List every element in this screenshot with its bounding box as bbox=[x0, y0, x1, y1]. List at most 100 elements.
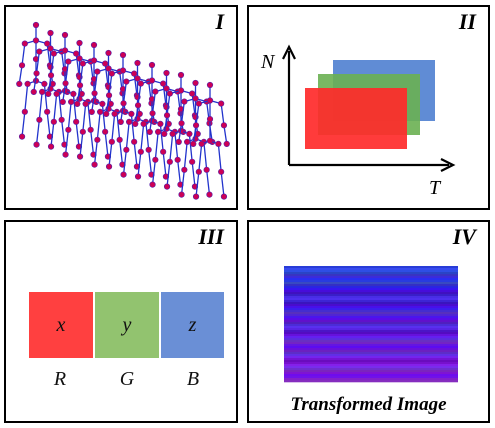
skeleton-joint bbox=[24, 80, 31, 87]
image-stripe bbox=[284, 316, 458, 319]
skeleton-joint bbox=[117, 118, 124, 125]
skeleton-bone bbox=[145, 121, 150, 150]
skeleton-bone bbox=[104, 63, 109, 86]
skeleton-joint bbox=[146, 128, 153, 135]
x-axis-label: T bbox=[429, 177, 441, 199]
channel-symbol-x: x bbox=[56, 313, 66, 336]
skeleton-joint bbox=[149, 110, 156, 117]
x-axis-arrow bbox=[440, 158, 456, 172]
image-stripe bbox=[284, 326, 458, 329]
channel-box-y: y bbox=[95, 292, 159, 358]
skeleton-bone bbox=[133, 73, 138, 96]
image-stripe bbox=[284, 354, 458, 357]
skeleton-joint bbox=[152, 88, 159, 95]
skeleton-joint bbox=[203, 166, 210, 173]
skeleton-joint bbox=[61, 31, 69, 39]
skeleton-bone bbox=[178, 123, 183, 142]
skeleton-joint bbox=[155, 128, 162, 135]
skeleton-bone bbox=[177, 159, 182, 185]
skeleton-bone bbox=[72, 93, 77, 122]
skeleton-bone bbox=[133, 141, 138, 167]
skeleton-bone bbox=[24, 83, 29, 112]
skeleton-joint bbox=[44, 108, 51, 115]
skeleton-joint bbox=[192, 193, 200, 200]
image-stripe bbox=[284, 372, 458, 375]
skeleton-bone bbox=[130, 113, 135, 142]
skeleton-joint bbox=[123, 146, 130, 153]
skeleton-joint bbox=[215, 140, 222, 147]
skeleton-sequence-figure bbox=[16, 21, 230, 200]
skeleton-joint bbox=[79, 128, 86, 135]
y-axis-label: N bbox=[261, 51, 275, 73]
skeleton-joint bbox=[76, 82, 84, 89]
skeleton-joint bbox=[119, 67, 127, 74]
skeleton-joint bbox=[50, 50, 57, 57]
skeleton-joint bbox=[169, 130, 176, 137]
skeleton-bone bbox=[163, 115, 168, 134]
skeleton-joint bbox=[137, 80, 144, 87]
skeleton-joint bbox=[30, 88, 37, 95]
skeleton-bone bbox=[206, 169, 211, 195]
skeleton-joint bbox=[87, 126, 94, 133]
image-stripe bbox=[284, 380, 458, 383]
image-stripe bbox=[284, 270, 458, 273]
skeleton-joint bbox=[166, 158, 173, 165]
image-stripe bbox=[284, 324, 458, 327]
y-axis-arrow bbox=[282, 44, 296, 60]
skeleton-bone bbox=[33, 73, 38, 92]
skeleton-joint bbox=[163, 183, 171, 190]
skeleton-joint bbox=[82, 100, 89, 107]
skeleton-bone bbox=[79, 131, 84, 157]
skeleton-bone bbox=[87, 101, 92, 130]
skeleton-joint bbox=[94, 68, 101, 75]
skeleton-bone bbox=[104, 131, 109, 157]
image-stripe bbox=[284, 344, 458, 347]
skeleton-joint bbox=[163, 69, 170, 77]
image-stripe bbox=[284, 378, 458, 381]
skeleton-bone bbox=[198, 143, 203, 172]
skeleton-joint bbox=[33, 70, 40, 77]
skeleton-joint bbox=[152, 156, 159, 163]
skeleton-joint bbox=[131, 70, 138, 77]
skeleton-bone bbox=[101, 103, 106, 132]
skeleton-joint bbox=[36, 116, 43, 123]
skeleton-bone bbox=[35, 119, 40, 145]
image-stripe bbox=[284, 306, 458, 309]
skeleton-bone bbox=[38, 91, 43, 120]
skeleton-joint bbox=[206, 81, 214, 89]
skeleton-joint bbox=[132, 120, 139, 127]
skeleton-bone bbox=[191, 93, 196, 116]
image-stripe bbox=[284, 360, 458, 363]
image-stripe bbox=[284, 276, 458, 279]
skeleton-joint bbox=[148, 77, 156, 84]
skeleton-joint bbox=[47, 45, 54, 52]
skeleton-joint bbox=[105, 49, 112, 57]
skeleton-joint bbox=[39, 88, 46, 95]
skeleton-bone bbox=[174, 131, 179, 160]
skeleton-joint bbox=[62, 80, 69, 87]
skeleton-joint bbox=[148, 61, 156, 69]
skeleton-joint bbox=[160, 80, 167, 87]
transformed-image-caption: Transformed Image bbox=[290, 394, 447, 415]
skeleton-joint bbox=[61, 47, 69, 54]
image-stripe bbox=[284, 304, 458, 307]
image-stripe bbox=[284, 352, 458, 355]
skeleton-joint bbox=[174, 156, 181, 163]
skeleton-joint bbox=[105, 92, 113, 99]
skeleton-joint bbox=[105, 163, 113, 170]
skeleton-bone bbox=[220, 103, 225, 126]
skeleton-joint bbox=[44, 40, 51, 47]
skeleton-bone bbox=[108, 141, 113, 167]
skeleton-joint bbox=[65, 126, 72, 133]
skeleton-joint bbox=[190, 140, 197, 147]
skeleton-joint bbox=[99, 100, 106, 107]
skeleton-joint bbox=[91, 161, 98, 168]
skeleton-bone bbox=[90, 129, 95, 155]
image-stripe bbox=[284, 286, 458, 289]
skeleton-joint bbox=[108, 138, 115, 145]
image-stripe bbox=[284, 320, 458, 323]
image-stripe bbox=[284, 332, 458, 335]
skeleton-bone bbox=[122, 81, 127, 104]
skeleton-joint bbox=[47, 143, 55, 150]
skeleton-joint bbox=[161, 130, 168, 137]
